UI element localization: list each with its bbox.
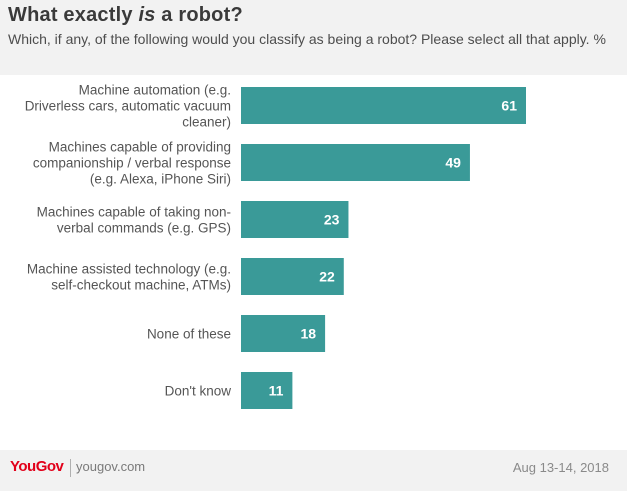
bar-row: 23 Machines capable of taking non-verbal …: [37, 201, 349, 238]
category-label: Machine automation (e.g. Driverless cars,…: [25, 83, 231, 130]
category-label-line: (e.g. Alexa, iPhone Siri): [90, 172, 231, 187]
category-label-line: Machine automation (e.g.: [79, 83, 231, 98]
data-label: 18: [301, 326, 317, 342]
bar: [241, 144, 470, 181]
bar: [241, 372, 293, 409]
bar-row: 18 None of these: [147, 315, 326, 352]
fieldwork-date: Aug 13-14, 2018: [512, 460, 609, 475]
data-label: 22: [319, 269, 335, 285]
category-label-line: Machine assisted technology (e.g.: [27, 262, 231, 277]
category-label-line: verbal commands (e.g. GPS): [57, 221, 231, 236]
category-label-line: Machines capable of taking non-: [37, 205, 231, 220]
category-label: Don't know: [165, 384, 232, 399]
chart-subtitle: Which, if any, of the following would yo…: [8, 31, 606, 47]
bar: [241, 201, 349, 238]
title-part-1: What exactly: [8, 4, 139, 26]
chart-title: What exactly is a robot?: [8, 4, 243, 27]
data-label: 23: [324, 212, 340, 228]
chart-footer: YouGov yougov.com Aug 13-14, 2018: [0, 450, 627, 491]
category-label-line: Driverless cars, automatic vacuum: [25, 99, 231, 114]
source-url: yougov.com: [76, 459, 146, 474]
category-label-line: self-checkout machine, ATMs): [51, 278, 231, 293]
category-label-line: companionship / verbal response: [33, 156, 231, 171]
title-part-2: a robot?: [155, 4, 243, 26]
title-emphasis: is: [138, 4, 156, 26]
chart-header: What exactly is a robot? Which, if any, …: [0, 0, 627, 75]
bar: [241, 258, 344, 295]
category-label-line: cleaner): [182, 115, 231, 130]
bar-chart: 61 Machine automation (e.g. Driverless car…: [25, 83, 526, 409]
bar-row: 22 Machine assisted technology (e.g. self-…: [27, 258, 344, 295]
category-label-line: Don't know: [165, 384, 232, 399]
category-label: Machines capable of taking non-verbal co…: [37, 205, 231, 236]
bar-row: 49 Machines capable of providing companion…: [33, 140, 470, 187]
footer-divider: [70, 459, 71, 477]
yougov-logo: YouGov: [10, 458, 64, 475]
data-label: 49: [445, 155, 461, 171]
bar-row: 11 Don't know: [165, 372, 293, 409]
category-label-line: Machines capable of providing: [49, 140, 231, 155]
bar: [241, 315, 326, 352]
data-label: 61: [501, 98, 517, 114]
data-label: 11: [269, 383, 284, 399]
bar-row: 61 Machine automation (e.g. Driverless car…: [25, 83, 526, 130]
category-label: Machine assisted technology (e.g. self-ch…: [27, 262, 231, 293]
category-label-line: None of these: [147, 327, 231, 342]
category-label: Machines capable of providing companionsh…: [33, 140, 231, 187]
category-label: None of these: [147, 327, 231, 342]
bar: [241, 87, 526, 124]
